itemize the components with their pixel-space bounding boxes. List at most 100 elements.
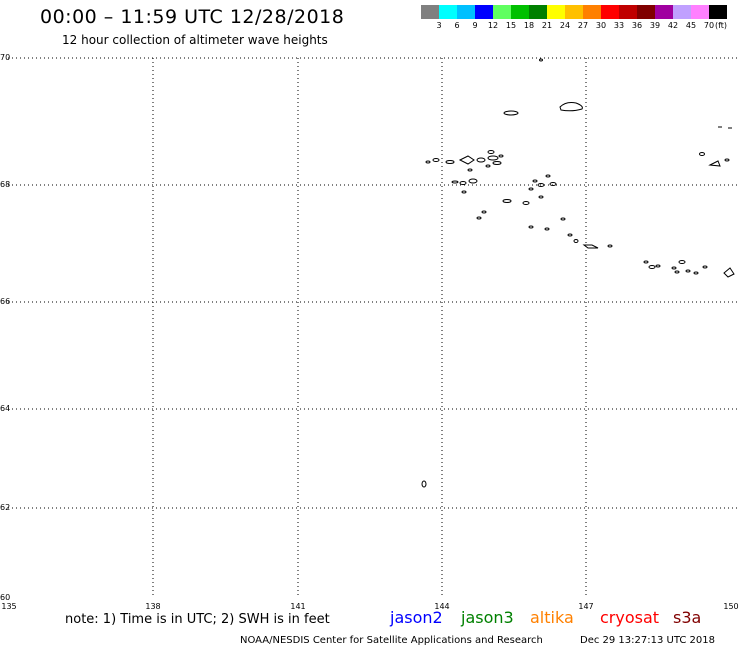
lon-label: 141: [290, 602, 306, 611]
colorbar-label: 24: [559, 21, 571, 30]
colorbar-swatch: [529, 5, 547, 19]
island: [432, 158, 440, 162]
lat-label: 68: [0, 180, 11, 189]
island: [559, 102, 583, 112]
colorbar-swatch: [619, 5, 637, 19]
satellite-label-cryosat: cryosat: [600, 608, 660, 627]
credit-line: NOAA/NESDIS Center for Satellite Applica…: [240, 635, 543, 646]
island: [544, 227, 550, 231]
island: [702, 265, 708, 269]
island: [532, 179, 538, 183]
island: [467, 168, 473, 172]
island: [655, 264, 661, 268]
island: [723, 267, 735, 278]
coastline: [421, 58, 735, 488]
colorbar-label: 15: [505, 21, 517, 30]
colorbar-swatch: [475, 5, 493, 19]
island: [522, 201, 530, 205]
colorbar-label: 6: [454, 21, 460, 30]
colorbar-swatch: [457, 5, 475, 19]
colorbar-swatch: [439, 5, 457, 19]
graticule: [8, 57, 740, 598]
lat-label: 64: [0, 404, 11, 413]
island: [671, 266, 677, 270]
island: [458, 155, 475, 165]
colorbar-swatch: [601, 5, 619, 19]
island: [545, 174, 551, 178]
colorbar-label: 33: [613, 21, 625, 30]
island: [699, 152, 705, 156]
island: [674, 270, 680, 274]
island: [643, 260, 649, 264]
island: [537, 183, 545, 187]
colorbar-swatch: [547, 5, 565, 19]
island: [503, 110, 519, 116]
colorbar-label: 12: [487, 21, 499, 30]
island: [538, 195, 544, 199]
satellite-label-s3a: s3a: [673, 608, 702, 627]
island: [560, 217, 566, 221]
lon-label: 138: [145, 602, 161, 611]
island: [708, 160, 721, 167]
island: [476, 157, 486, 163]
colorbar-label: 21: [541, 21, 553, 30]
colorbar-swatch: [673, 5, 691, 19]
island: [502, 199, 512, 203]
colorbar-swatch: [709, 5, 727, 19]
island: [549, 182, 557, 186]
island: [476, 216, 482, 220]
colorbar-label: 70: [703, 21, 715, 30]
island: [485, 164, 491, 168]
island: [487, 150, 495, 154]
island: [459, 181, 467, 185]
lon-label: 144: [434, 602, 450, 611]
island: [451, 180, 459, 184]
lat-label: 62: [0, 503, 11, 512]
satellite-label-jason2: jason2: [390, 608, 443, 627]
island: [498, 154, 504, 158]
island: [607, 244, 613, 248]
colorbar-swatch: [691, 5, 709, 19]
satellite-label-jason3: jason3: [461, 608, 514, 627]
lon-label: 150: [723, 602, 739, 611]
island: [648, 265, 656, 269]
lon-label: 135: [1, 602, 17, 611]
colorbar-swatch: [565, 5, 583, 19]
island: [421, 480, 427, 488]
colorbar-label: 30: [595, 21, 607, 30]
wave-height-colorbar: [421, 5, 727, 19]
colorbar-unit: (ft): [715, 21, 728, 30]
colorbar-label: 3: [436, 21, 442, 30]
colorbar-labels: 3 6 9 12 15 18 21 24 27 30 33 36 39 42 4…: [421, 21, 740, 33]
colorbar-swatch: [583, 5, 601, 19]
lat-label: 60: [0, 593, 11, 602]
map-subtitle: 12 hour collection of altimeter wave hei…: [62, 33, 328, 47]
island: [425, 160, 431, 164]
colorbar-swatch: [493, 5, 511, 19]
colorbar-swatch: [511, 5, 529, 19]
island: [693, 271, 699, 275]
map-title: 00:00 – 11:59 UTC 12/28/2018: [40, 6, 345, 28]
island: [461, 190, 467, 194]
satellite-label-altika: altika: [530, 608, 574, 627]
footer-note: note: 1) Time is in UTC; 2) SWH is in fe…: [65, 612, 330, 627]
island: [678, 260, 686, 264]
colorbar-label: 39: [649, 21, 661, 30]
island: [487, 155, 499, 161]
island: [492, 161, 502, 165]
colorbar-label: 18: [523, 21, 535, 30]
generation-timestamp: Dec 29 13:27:13 UTC 2018: [580, 635, 715, 646]
island: [582, 244, 599, 249]
island: [573, 239, 579, 243]
island: [724, 158, 730, 162]
island: [468, 178, 478, 184]
island: [539, 58, 543, 62]
colorbar-label: 27: [577, 21, 589, 30]
colorbar-label: 9: [472, 21, 478, 30]
colorbar-label: 36: [631, 21, 643, 30]
island: [685, 269, 691, 273]
colorbar-label: 42: [667, 21, 679, 30]
lat-label: 70: [0, 53, 11, 62]
island: [528, 225, 534, 229]
